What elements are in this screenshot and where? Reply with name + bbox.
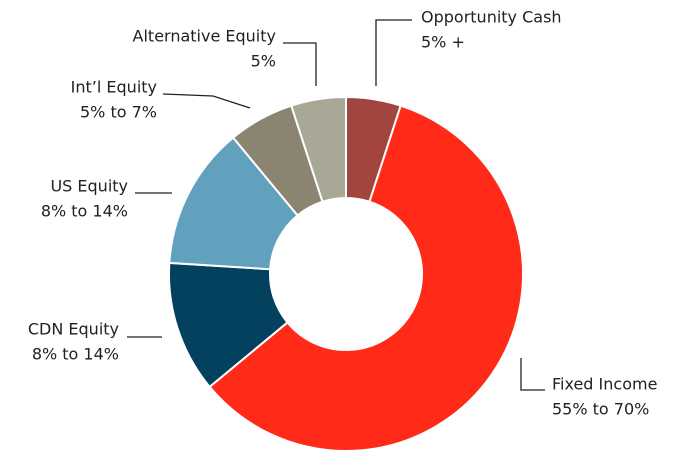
slice-range: 55% to 70% — [552, 400, 649, 419]
slice-range: 8% to 14% — [41, 202, 128, 221]
leader-lines — [127, 19, 545, 391]
slice-label: CDN Equity — [28, 320, 119, 339]
leader-line — [520, 358, 545, 391]
donut-slice — [168, 261, 289, 389]
slice-label: Alternative Equity — [133, 27, 276, 46]
leader-line — [283, 42, 317, 86]
donut-slice — [208, 104, 524, 452]
slice-range: 8% to 14% — [32, 345, 119, 364]
slice-label: Opportunity Cash — [421, 8, 562, 27]
donut-slice — [290, 95, 347, 203]
leader-line — [162, 93, 251, 109]
slice-range: 5% — [251, 52, 276, 71]
slice-label: US Equity — [50, 177, 128, 196]
slice-label: Int’l Equity — [71, 78, 157, 97]
slice-range: 5% to 7% — [80, 103, 157, 122]
leader-line — [375, 19, 412, 86]
donut-slice — [168, 136, 299, 271]
slice-range: 5% + — [421, 33, 465, 52]
slice-label: Fixed Income — [552, 375, 657, 394]
